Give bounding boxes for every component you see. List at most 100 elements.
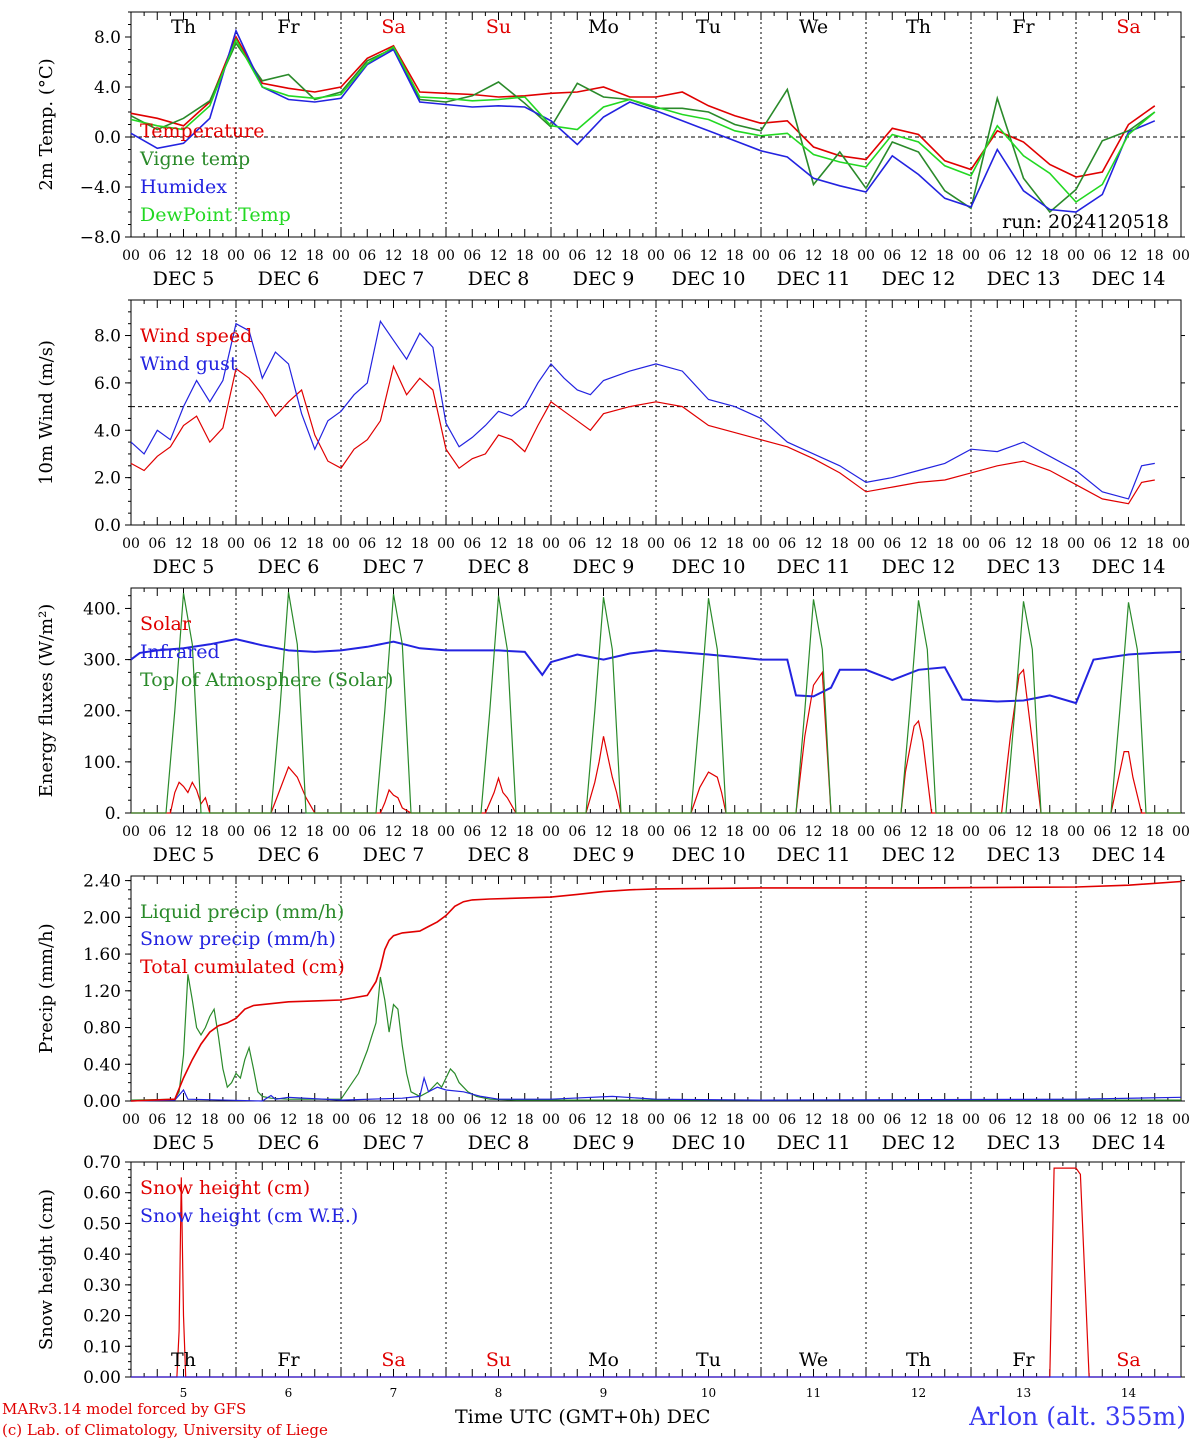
legend-entry: Liquid precip (mm/h) [140, 901, 344, 923]
hour-label: 18 [621, 536, 639, 552]
hour-label: 00 [122, 824, 140, 840]
hour-label: 12 [805, 536, 823, 552]
hour-label: 12 [595, 824, 613, 840]
day-number: 14 [1121, 1386, 1137, 1400]
y-axis-label: Precip (mm/h) [36, 923, 57, 1053]
hour-label: 18 [621, 1112, 639, 1128]
legend-entry: Solar [140, 613, 192, 635]
hour-label: 12 [1120, 824, 1138, 840]
hour-label: 06 [673, 824, 691, 840]
hour-label: 12 [910, 1112, 928, 1128]
y-tick-label: 8.0 [94, 327, 121, 347]
hour-label: 12 [595, 536, 613, 552]
date-label: DEC 5 [153, 1132, 215, 1154]
date-label: DEC 14 [1092, 844, 1166, 866]
hour-label: 18 [306, 824, 324, 840]
hour-label: 06 [148, 1112, 166, 1128]
day-number: 10 [701, 1386, 716, 1400]
date-label: DEC 9 [573, 1132, 635, 1154]
series-line-wind-speed [130, 364, 1155, 505]
hour-label: 06 [568, 536, 586, 552]
day-name: Tu [696, 16, 721, 38]
hour-label: 06 [568, 824, 586, 840]
y-tick-label: 0.40 [83, 1245, 121, 1265]
hour-label: 12 [910, 248, 928, 264]
y-tick-label: 200. [83, 702, 121, 722]
day-name: Su [486, 16, 511, 38]
hour-label: 12 [805, 824, 823, 840]
hour-label: 06 [988, 248, 1006, 264]
hour-label: 06 [463, 824, 481, 840]
y-tick-label: 0.30 [83, 1276, 121, 1296]
legend-entry: Snow height (cm W.E.) [140, 1205, 358, 1227]
hour-label: 00 [437, 824, 455, 840]
y-tick-label: 0.00 [83, 1368, 121, 1388]
y-tick-label: −8.0 [80, 228, 121, 248]
series-line-total-cumulated-cm [130, 880, 1182, 1102]
hour-label: 00 [332, 824, 350, 840]
date-label: DEC 12 [882, 268, 956, 290]
hour-label: 18 [516, 1112, 534, 1128]
hour-label: 12 [700, 824, 718, 840]
hour-label: 06 [358, 1112, 376, 1128]
date-label: DEC 6 [258, 556, 320, 578]
hour-label: 06 [568, 1112, 586, 1128]
hour-label: 00 [1067, 536, 1085, 552]
series-line-liquid-precip-mm-h [130, 974, 1181, 1101]
day-name: Th [171, 16, 196, 38]
hour-label: 18 [831, 536, 849, 552]
day-name: Th [906, 1349, 931, 1371]
hour-label: 12 [385, 536, 403, 552]
hour-label: 12 [910, 824, 928, 840]
date-label: DEC 14 [1092, 556, 1166, 578]
panel-3: 0. 100. 200. 300. 400. Energy fluxes (W/m²) So… [36, 587, 1190, 866]
date-label: DEC 7 [363, 1132, 425, 1154]
hour-label: 06 [1093, 536, 1111, 552]
hour-label: 18 [1146, 536, 1164, 552]
hour-label: 18 [831, 824, 849, 840]
hour-label: 18 [411, 1112, 429, 1128]
hour-label: 12 [280, 1112, 298, 1128]
hour-label: 06 [148, 248, 166, 264]
hour-label: 06 [988, 1112, 1006, 1128]
hour-label: 18 [516, 536, 534, 552]
hour-label: 00 [1172, 248, 1190, 264]
hour-label: 12 [280, 536, 298, 552]
day-number: 13 [1016, 1386, 1031, 1400]
series-line-vigne-temp [130, 41, 1156, 214]
hour-label: 12 [1120, 1112, 1138, 1128]
hour-label: 00 [962, 248, 980, 264]
hour-label: 00 [1172, 1112, 1190, 1128]
hour-label: 12 [700, 536, 718, 552]
lab-credit: (c) Lab. of Climatology, University of L… [2, 1421, 328, 1439]
hour-label: 12 [490, 536, 508, 552]
date-label: DEC 8 [468, 844, 530, 866]
y-tick-label: 0.50 [83, 1214, 121, 1234]
hour-label: 18 [831, 1112, 849, 1128]
hour-label: 18 [726, 536, 744, 552]
day-name: Mo [588, 16, 619, 38]
hour-label: 18 [621, 248, 639, 264]
time-axis-label: Time UTC (GMT+0h) DEC [455, 1406, 711, 1428]
hour-label: 06 [358, 824, 376, 840]
day-name: Sa [1116, 1349, 1140, 1371]
hour-label: 12 [280, 824, 298, 840]
hour-label: 00 [1067, 824, 1085, 840]
hour-label: 12 [490, 824, 508, 840]
series-line-infrared [130, 638, 1182, 705]
hour-label: 06 [778, 536, 796, 552]
run-label: run: 2024120518 [1002, 211, 1169, 233]
y-axis-label: 10m Wind (m/s) [36, 340, 57, 485]
hour-label: 12 [385, 248, 403, 264]
hour-label: 12 [805, 1112, 823, 1128]
hour-label: 00 [437, 1112, 455, 1128]
y-tick-label: 300. [83, 651, 121, 671]
hour-label: 06 [988, 824, 1006, 840]
hour-label: 00 [752, 536, 770, 552]
day-name: Mo [588, 1349, 619, 1371]
legend-entry: Temperature [140, 120, 264, 142]
hour-label: 00 [647, 248, 665, 264]
legend-entry: DewPoint Temp [140, 204, 291, 226]
legend-entry: Infrared [140, 641, 220, 663]
